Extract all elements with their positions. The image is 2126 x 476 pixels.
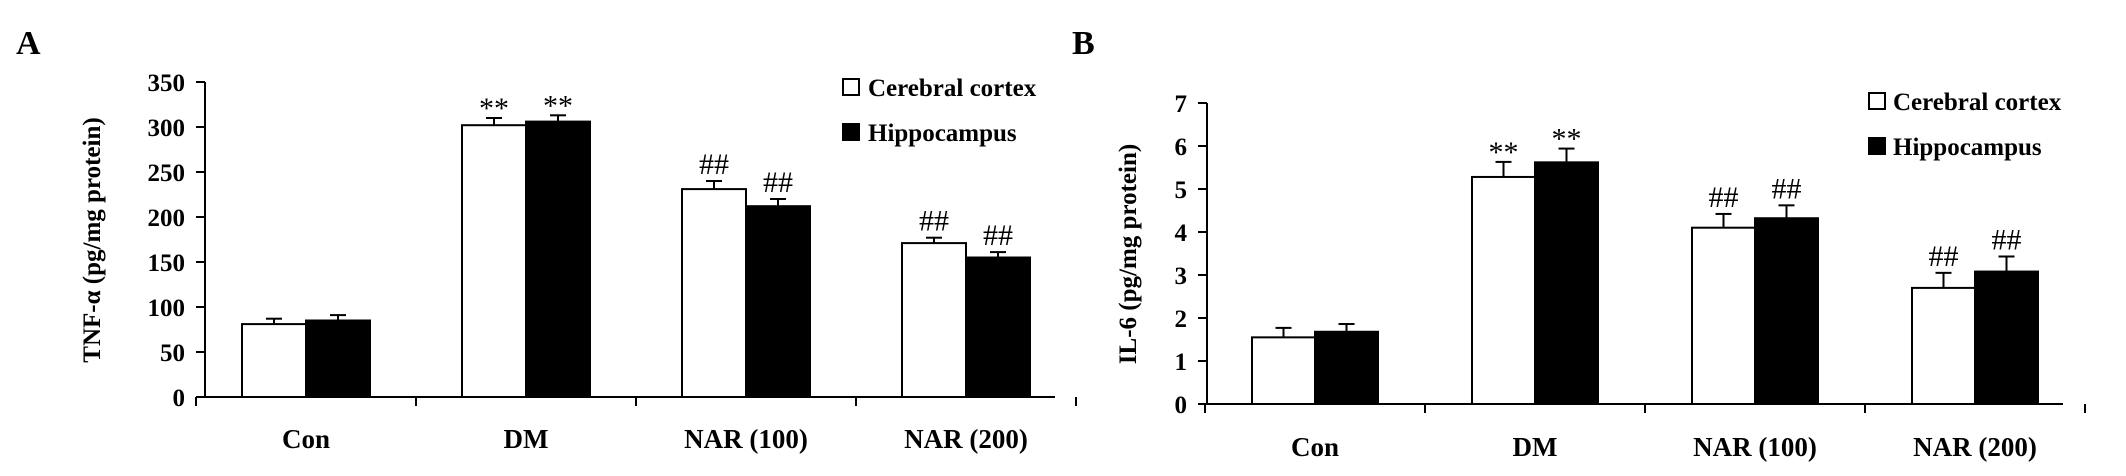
x-tick-label: Con	[1291, 432, 1339, 462]
bar	[1911, 286, 1976, 405]
bar	[305, 319, 371, 398]
y-tick-label: 150	[148, 250, 186, 277]
panel-letter: B	[1072, 25, 1095, 62]
legend-label: Hippocampus	[1893, 134, 2042, 161]
significance-label: ##	[919, 205, 949, 238]
bar	[1974, 270, 2039, 405]
y-tick-label: 0	[1175, 392, 1188, 419]
y-tick-label: 3	[1175, 263, 1188, 290]
bar	[525, 120, 591, 398]
x-tick-label: Con	[282, 424, 330, 454]
y-tick-label: 300	[148, 115, 186, 142]
significance-label: ##	[1929, 240, 1959, 273]
significance-label: ##	[763, 166, 793, 199]
significance-label: **	[479, 92, 509, 125]
y-tick-label: 2	[1175, 306, 1188, 333]
x-tick-label: DM	[1513, 432, 1558, 462]
bar	[1314, 330, 1379, 406]
legend-swatch	[1868, 137, 1886, 155]
legend-swatch	[842, 78, 860, 96]
y-tick-label: 5	[1175, 177, 1188, 204]
significance-label: **	[543, 89, 573, 122]
bar	[241, 323, 307, 399]
y-tick-label: 6	[1175, 134, 1188, 161]
x-tick-label: NAR (100)	[1693, 432, 1817, 462]
legend-label: Hippocampus	[868, 120, 1017, 147]
significance-label: ##	[983, 219, 1013, 252]
x-tick-label: NAR (200)	[904, 424, 1028, 454]
y-tick-label: 7	[1175, 91, 1188, 118]
x-tick-label: NAR (100)	[684, 424, 808, 454]
panel-letter: A	[16, 25, 41, 62]
x-tick-label: DM	[504, 424, 549, 454]
significance-label: ##	[699, 148, 729, 181]
legend-label: Cerebral cortex	[868, 75, 1037, 102]
y-tick-label: 350	[148, 70, 186, 97]
chart-panel-a: A 0 50 100 150 200 250 300 350 Con DM NAR (100) NAR …	[16, 25, 1077, 454]
y-tick-label: 50	[160, 340, 185, 367]
bar	[1534, 161, 1599, 405]
bar	[965, 256, 1031, 398]
legend-label: Cerebral cortex	[1893, 89, 2062, 116]
y-axis-label: IL-6 (pg/mg protein)	[1115, 144, 1142, 364]
x-tick-label: NAR (200)	[1913, 432, 2037, 462]
legend-swatch	[842, 123, 860, 141]
significance-label: **	[1552, 123, 1582, 156]
legend-swatch	[1868, 92, 1886, 110]
y-tick-label: 200	[148, 205, 186, 232]
bar	[1754, 217, 1819, 405]
significance-label: ##	[1992, 224, 2022, 257]
y-tick-label: 250	[148, 160, 186, 187]
chart-panel-b: B 0 1 2 3 4 5 6 7 Con DM NAR (100) NAR (200) IL-6 (pg…	[1072, 25, 2086, 462]
y-tick-label: 4	[1175, 220, 1188, 247]
y-axis-label: TNF-α (pg/mg protein)	[79, 117, 106, 362]
y-tick-label: 100	[148, 295, 186, 322]
bar	[1471, 175, 1536, 405]
bar	[461, 124, 527, 398]
significance-label: ##	[1772, 172, 1802, 205]
significance-label: ##	[1709, 181, 1739, 214]
y-tick-label: 0	[173, 385, 186, 412]
bar	[681, 188, 747, 398]
y-tick-label: 1	[1175, 349, 1188, 376]
bar	[901, 242, 967, 398]
bar	[745, 205, 811, 398]
bar	[1691, 226, 1756, 405]
bar	[1251, 336, 1316, 406]
significance-label: **	[1489, 136, 1519, 169]
